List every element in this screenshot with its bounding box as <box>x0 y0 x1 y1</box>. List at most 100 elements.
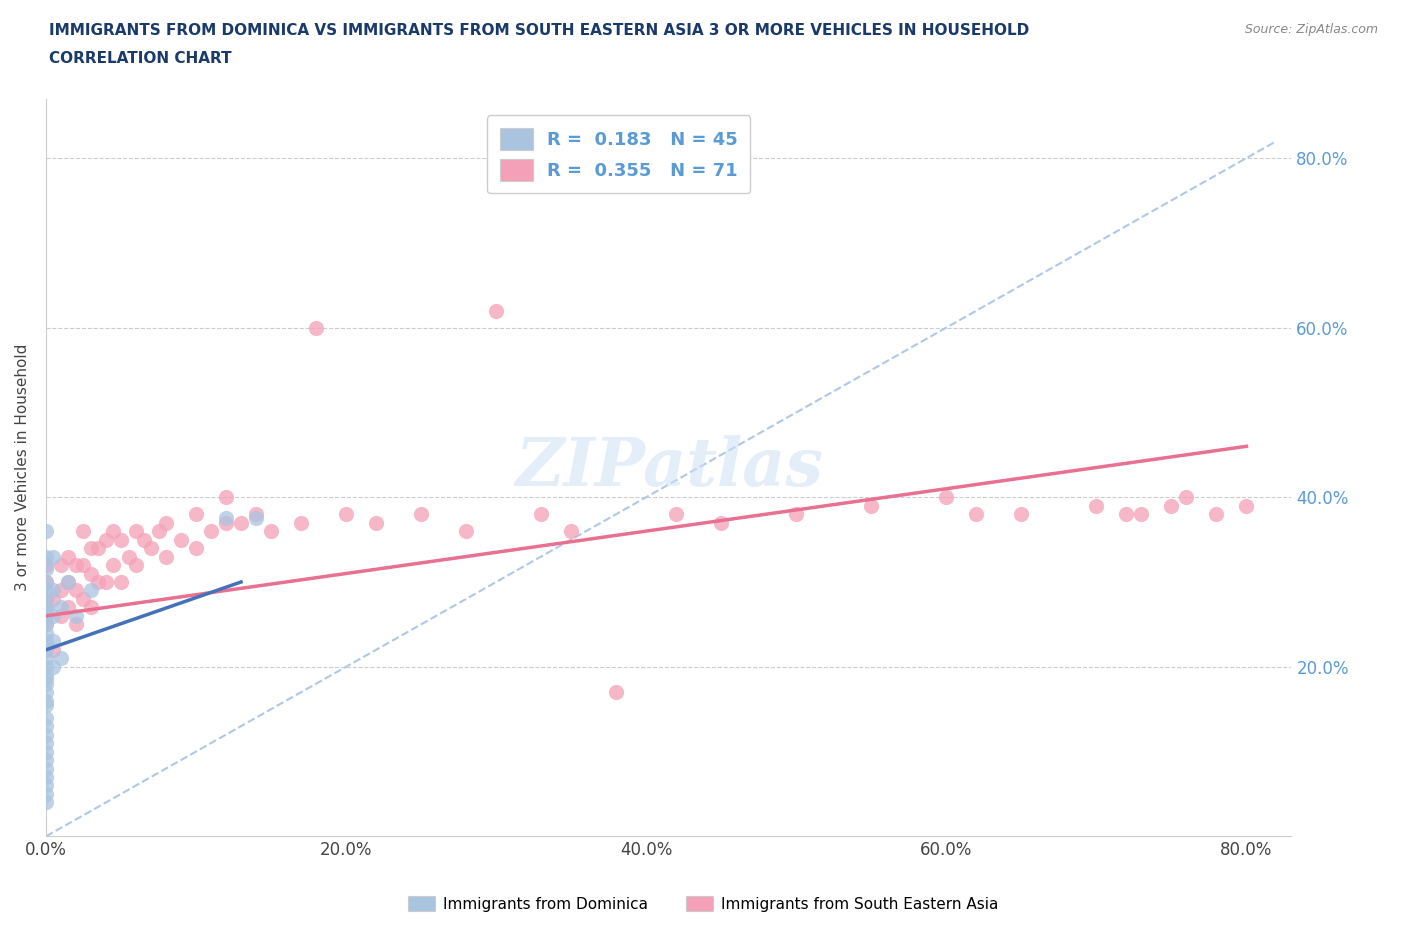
Point <box>170 532 193 547</box>
Point <box>65 583 87 598</box>
Point <box>49 651 72 666</box>
Point <box>35 659 58 674</box>
Point <box>290 515 312 530</box>
Point <box>87 575 110 590</box>
Point <box>42 608 65 623</box>
Point <box>335 507 357 522</box>
Point <box>605 684 627 699</box>
Point <box>485 303 508 318</box>
Point <box>42 659 65 674</box>
Point <box>155 515 177 530</box>
Point <box>80 600 103 615</box>
Point <box>35 727 58 742</box>
Point <box>710 515 733 530</box>
Point <box>245 507 267 522</box>
Text: ZIPatlas: ZIPatlas <box>515 435 823 500</box>
Point <box>665 507 688 522</box>
Point <box>35 524 58 538</box>
Text: Source: ZipAtlas.com: Source: ZipAtlas.com <box>1244 23 1378 36</box>
Point <box>58 549 80 564</box>
Point <box>35 752 58 767</box>
Point <box>35 698 58 712</box>
Point <box>35 634 58 649</box>
Text: IMMIGRANTS FROM DOMINICA VS IMMIGRANTS FROM SOUTH EASTERN ASIA 3 OR MORE VEHICLE: IMMIGRANTS FROM DOMINICA VS IMMIGRANTS F… <box>49 23 1029 38</box>
Point <box>215 515 238 530</box>
Point <box>1160 498 1182 513</box>
Y-axis label: 3 or more Vehicles in Household: 3 or more Vehicles in Household <box>15 344 30 591</box>
Point <box>35 769 58 784</box>
Point <box>103 524 125 538</box>
Point <box>35 676 58 691</box>
Point <box>72 524 94 538</box>
Point <box>35 600 58 615</box>
Point <box>411 507 433 522</box>
Point <box>35 575 58 590</box>
Point <box>35 575 58 590</box>
Legend: R =  0.183   N = 45, R =  0.355   N = 71: R = 0.183 N = 45, R = 0.355 N = 71 <box>488 115 751 193</box>
Point <box>1115 507 1137 522</box>
Point <box>245 511 267 525</box>
Point <box>35 625 58 640</box>
Point <box>260 524 283 538</box>
Point <box>110 575 132 590</box>
Point <box>35 583 58 598</box>
Point <box>456 524 478 538</box>
Point <box>1085 498 1108 513</box>
Point <box>35 638 58 653</box>
Point <box>65 558 87 573</box>
Point <box>139 540 162 555</box>
Point <box>1236 498 1258 513</box>
Point <box>58 575 80 590</box>
Point <box>530 507 553 522</box>
Point <box>35 719 58 734</box>
Point <box>215 490 238 505</box>
Point <box>80 583 103 598</box>
Point <box>35 617 58 631</box>
Point <box>35 617 58 631</box>
Point <box>200 524 222 538</box>
Point <box>184 507 207 522</box>
Point <box>72 558 94 573</box>
Point <box>35 684 58 699</box>
Point <box>35 778 58 793</box>
Point <box>58 600 80 615</box>
Point <box>215 511 238 525</box>
Point <box>35 608 58 623</box>
Point <box>65 608 87 623</box>
Point <box>42 549 65 564</box>
Point <box>80 540 103 555</box>
Point <box>35 744 58 759</box>
Point <box>860 498 883 513</box>
Point <box>35 693 58 708</box>
Point <box>35 600 58 615</box>
Point <box>35 795 58 810</box>
Point <box>35 643 58 658</box>
Point <box>58 575 80 590</box>
Point <box>560 524 582 538</box>
Point <box>125 558 148 573</box>
Point <box>94 532 117 547</box>
Point <box>35 761 58 776</box>
Point <box>42 583 65 598</box>
Point <box>1205 507 1227 522</box>
Point <box>35 591 58 606</box>
Point <box>35 711 58 725</box>
Point <box>49 600 72 615</box>
Point <box>1010 507 1032 522</box>
Point <box>35 562 58 577</box>
Point <box>35 787 58 802</box>
Point <box>35 549 58 564</box>
Point <box>80 566 103 581</box>
Point <box>49 583 72 598</box>
Point <box>35 558 58 573</box>
Point <box>42 634 65 649</box>
Point <box>110 532 132 547</box>
Point <box>35 736 58 751</box>
Point <box>229 515 252 530</box>
Point <box>65 617 87 631</box>
Point <box>87 540 110 555</box>
Point <box>49 608 72 623</box>
Point <box>72 591 94 606</box>
Point <box>103 558 125 573</box>
Point <box>35 651 58 666</box>
